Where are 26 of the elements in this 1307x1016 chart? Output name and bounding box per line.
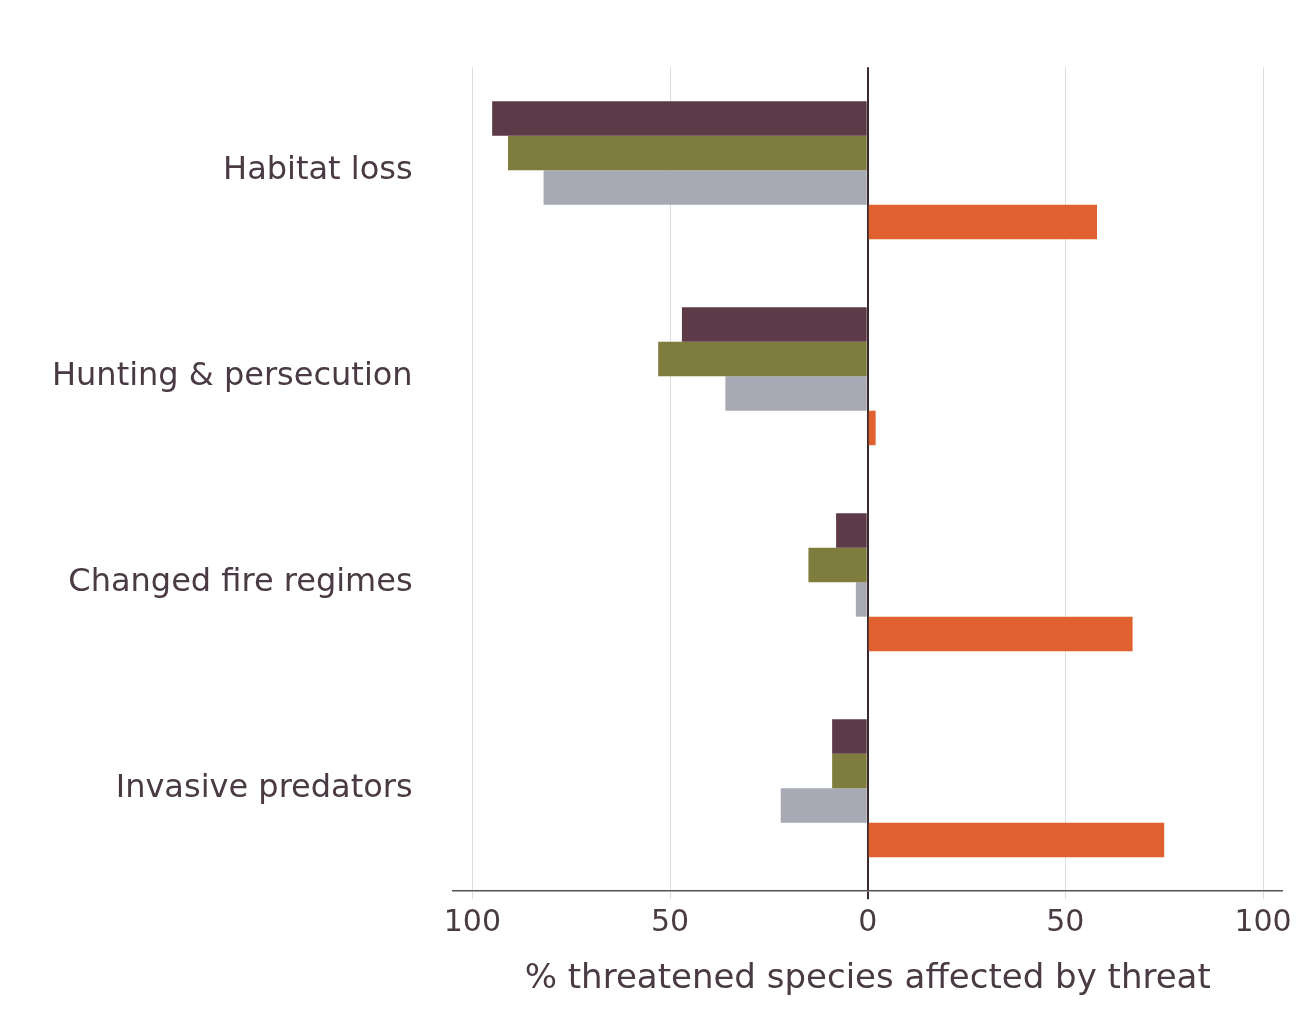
bar bbox=[855, 582, 867, 617]
bar bbox=[868, 822, 1165, 858]
y-tick-label: Habitat loss bbox=[223, 148, 413, 187]
x-tick-label: 50 bbox=[1046, 903, 1085, 938]
x-tick-label: 0 bbox=[858, 903, 878, 938]
bar bbox=[868, 204, 1097, 240]
bar bbox=[725, 376, 867, 411]
x-tick-label: 100 bbox=[1234, 903, 1292, 938]
bar bbox=[681, 307, 867, 342]
x-tick-label: 100 bbox=[443, 903, 502, 938]
bar bbox=[808, 547, 867, 583]
x-tick-label: 50 bbox=[650, 903, 690, 938]
bar bbox=[543, 170, 867, 205]
bar bbox=[658, 341, 867, 377]
bar bbox=[832, 753, 867, 789]
bar bbox=[836, 513, 867, 548]
y-tick-label: Hunting & persecution bbox=[52, 354, 413, 393]
y-tick-label: Changed fire regimes bbox=[68, 560, 413, 599]
x-axis-title: % threatened species affected by threat bbox=[524, 956, 1211, 997]
bar bbox=[868, 616, 1133, 652]
bar bbox=[868, 410, 876, 446]
bar bbox=[780, 788, 867, 823]
bar bbox=[507, 135, 867, 171]
bar bbox=[492, 101, 867, 136]
bar bbox=[832, 719, 867, 754]
y-tick-label: Invasive predators bbox=[115, 766, 413, 805]
